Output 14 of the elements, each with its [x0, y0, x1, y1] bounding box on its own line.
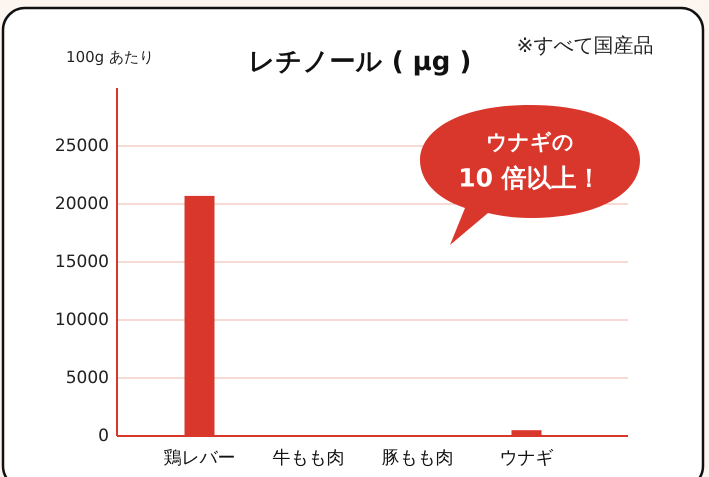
- x-tick-label: 豚もも肉: [382, 448, 454, 468]
- x-tick-label: 牛もも肉: [272, 448, 344, 468]
- y-tick-label: 0: [98, 426, 109, 446]
- y-tick-label: 10000: [54, 310, 109, 330]
- y-tick-label: 20000: [54, 194, 109, 214]
- y-axis-title: 100g あたり: [66, 48, 154, 66]
- y-tick-label: 5000: [66, 368, 109, 388]
- annotation: ウナギの 10 倍以上！: [458, 130, 602, 192]
- x-tick-label: ウナギ: [500, 448, 554, 468]
- y-tick-label: 15000: [54, 252, 109, 272]
- x-tick-label: 鶏レバー: [164, 448, 236, 468]
- chart-title: レチノール ( μg ): [248, 47, 472, 77]
- text: ※すべて国産品: [516, 33, 654, 57]
- y-tick-label: 25000: [54, 136, 109, 156]
